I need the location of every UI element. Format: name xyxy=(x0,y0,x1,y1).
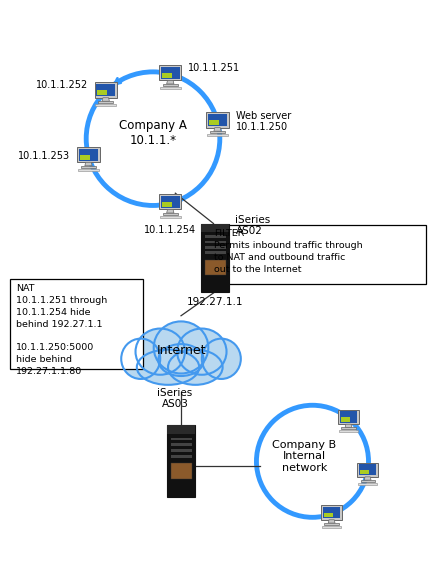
FancyBboxPatch shape xyxy=(10,279,143,369)
FancyBboxPatch shape xyxy=(357,483,377,484)
FancyBboxPatch shape xyxy=(208,114,227,126)
Polygon shape xyxy=(102,98,109,101)
Polygon shape xyxy=(363,477,370,480)
FancyBboxPatch shape xyxy=(338,430,357,432)
FancyBboxPatch shape xyxy=(359,480,374,482)
Ellipse shape xyxy=(168,350,222,385)
FancyBboxPatch shape xyxy=(162,84,178,86)
FancyBboxPatch shape xyxy=(358,464,376,475)
FancyBboxPatch shape xyxy=(341,427,355,430)
FancyBboxPatch shape xyxy=(206,112,228,128)
FancyBboxPatch shape xyxy=(201,224,229,291)
Text: Company A
10.1.1.*: Company A 10.1.1.* xyxy=(119,119,187,147)
FancyBboxPatch shape xyxy=(96,84,115,96)
FancyBboxPatch shape xyxy=(340,417,349,422)
Ellipse shape xyxy=(154,321,208,374)
FancyBboxPatch shape xyxy=(94,82,117,98)
Text: 10.1.1.251: 10.1.1.251 xyxy=(188,63,240,73)
FancyBboxPatch shape xyxy=(170,455,191,458)
FancyBboxPatch shape xyxy=(77,147,99,162)
FancyBboxPatch shape xyxy=(205,260,225,275)
Ellipse shape xyxy=(136,350,199,385)
FancyBboxPatch shape xyxy=(356,462,377,477)
FancyBboxPatch shape xyxy=(205,246,225,248)
FancyBboxPatch shape xyxy=(359,470,369,474)
Text: FILTER
Permits inbound traffic through
to NAT and outbound traffic
out to the In: FILTER Permits inbound traffic through t… xyxy=(214,229,362,274)
FancyBboxPatch shape xyxy=(167,425,194,498)
Text: 192.27.1.1: 192.27.1.1 xyxy=(187,297,243,307)
FancyBboxPatch shape xyxy=(322,507,340,518)
FancyBboxPatch shape xyxy=(205,235,225,238)
FancyBboxPatch shape xyxy=(208,225,424,284)
Text: 10.1.1.254: 10.1.1.254 xyxy=(144,225,196,235)
Text: 10.1.1.252: 10.1.1.252 xyxy=(35,80,88,91)
FancyBboxPatch shape xyxy=(323,513,332,517)
FancyBboxPatch shape xyxy=(161,202,172,207)
FancyBboxPatch shape xyxy=(97,90,107,95)
Polygon shape xyxy=(166,80,174,84)
Ellipse shape xyxy=(177,328,226,375)
FancyBboxPatch shape xyxy=(79,148,98,161)
FancyBboxPatch shape xyxy=(339,411,356,423)
FancyBboxPatch shape xyxy=(201,224,229,231)
FancyBboxPatch shape xyxy=(162,213,178,215)
FancyBboxPatch shape xyxy=(170,443,191,446)
Ellipse shape xyxy=(158,344,203,376)
Ellipse shape xyxy=(201,338,240,379)
FancyBboxPatch shape xyxy=(159,194,181,209)
FancyBboxPatch shape xyxy=(170,438,191,440)
FancyBboxPatch shape xyxy=(160,216,180,218)
FancyBboxPatch shape xyxy=(160,196,179,208)
Polygon shape xyxy=(344,424,351,427)
FancyBboxPatch shape xyxy=(95,104,116,106)
Text: Web server
10.1.1.250: Web server 10.1.1.250 xyxy=(235,110,290,132)
FancyBboxPatch shape xyxy=(206,134,227,136)
FancyBboxPatch shape xyxy=(98,101,113,104)
FancyBboxPatch shape xyxy=(324,523,338,525)
FancyBboxPatch shape xyxy=(209,120,219,125)
FancyBboxPatch shape xyxy=(80,166,96,168)
FancyBboxPatch shape xyxy=(80,155,90,160)
FancyBboxPatch shape xyxy=(167,425,194,434)
FancyBboxPatch shape xyxy=(170,464,191,479)
Polygon shape xyxy=(166,209,174,213)
FancyBboxPatch shape xyxy=(159,65,181,80)
Text: Internet: Internet xyxy=(156,344,205,357)
FancyBboxPatch shape xyxy=(78,169,99,170)
Polygon shape xyxy=(213,128,221,131)
Text: Company B
Internal
network: Company B Internal network xyxy=(272,440,336,473)
FancyBboxPatch shape xyxy=(160,67,179,79)
FancyBboxPatch shape xyxy=(337,410,358,424)
Ellipse shape xyxy=(135,328,184,375)
Text: iSeries
AS02: iSeries AS02 xyxy=(235,215,270,237)
FancyBboxPatch shape xyxy=(205,241,225,243)
FancyBboxPatch shape xyxy=(161,73,172,78)
FancyBboxPatch shape xyxy=(321,526,341,528)
Polygon shape xyxy=(85,162,92,166)
Text: iSeries
AS03: iSeries AS03 xyxy=(157,388,192,409)
Ellipse shape xyxy=(121,338,160,379)
Text: 10.1.1.253: 10.1.1.253 xyxy=(18,151,71,161)
FancyBboxPatch shape xyxy=(160,87,180,89)
Text: NAT
10.1.1.251 through
10.1.1.254 hide
behind 192.27.1.1

10.1.1.250:5000
hide b: NAT 10.1.1.251 through 10.1.1.254 hide b… xyxy=(16,284,107,376)
FancyBboxPatch shape xyxy=(205,251,225,254)
FancyBboxPatch shape xyxy=(209,131,225,133)
FancyBboxPatch shape xyxy=(320,505,341,520)
FancyBboxPatch shape xyxy=(170,449,191,452)
Polygon shape xyxy=(328,520,334,523)
